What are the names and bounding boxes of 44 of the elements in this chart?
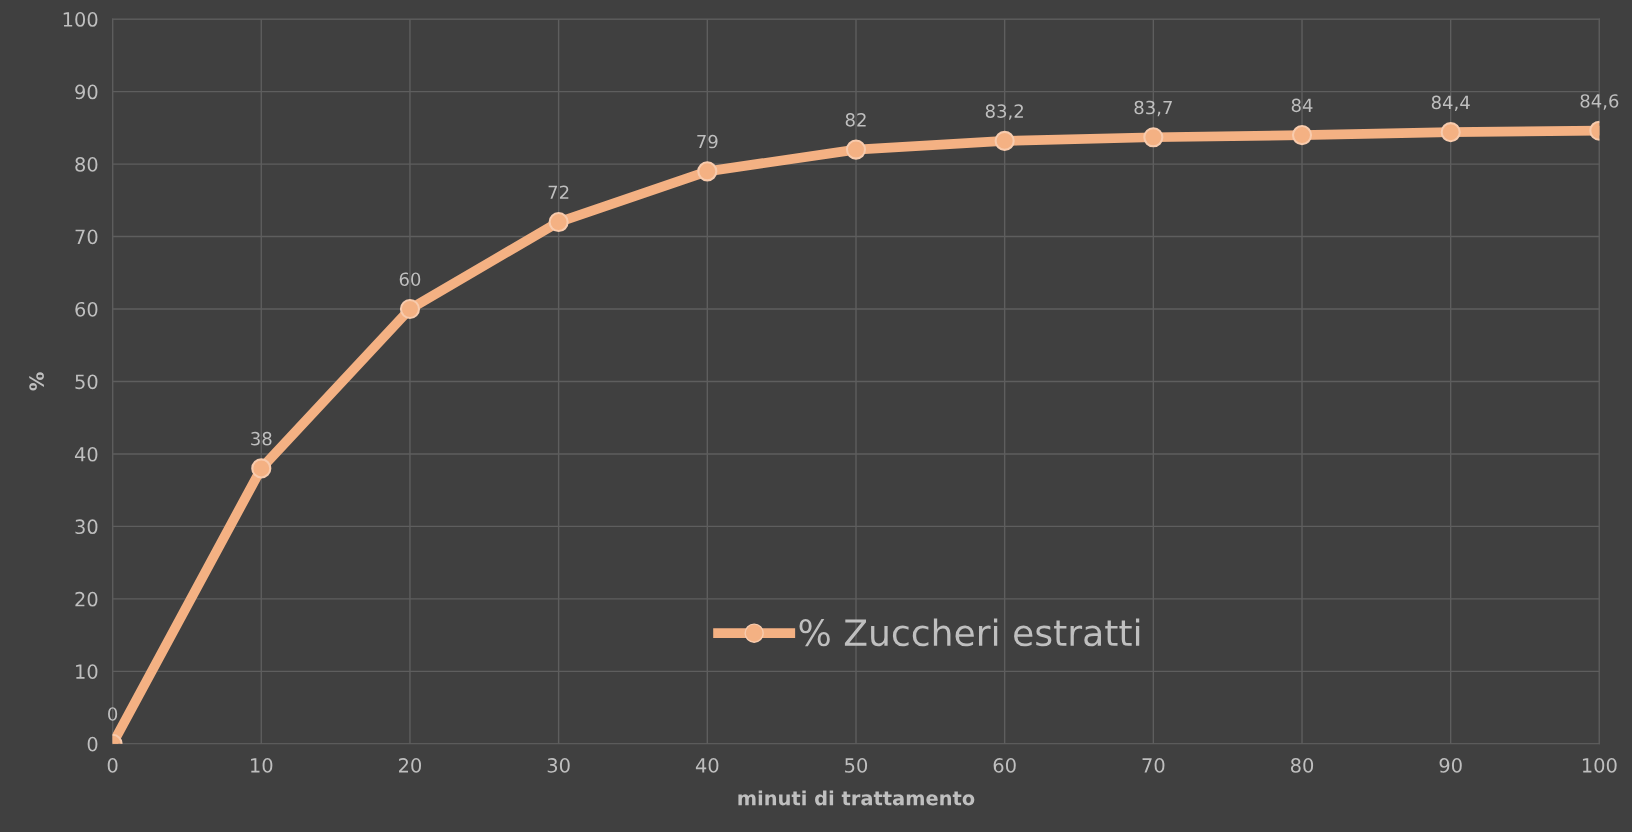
data-label: 38 [251, 431, 272, 446]
data-label: 0 [108, 707, 118, 721]
x-tick-label: 30 [547, 758, 570, 773]
legend-label: % Zuccheri estratti [799, 618, 1140, 647]
point [1440, 122, 1461, 143]
y-tick-label: 50 [75, 374, 98, 390]
data-label: 82 [845, 112, 866, 127]
y-tick-label: 20 [75, 591, 98, 607]
data-label: 72 [548, 185, 569, 199]
data-label: 79 [697, 134, 718, 149]
y-tick-label: 30 [75, 519, 98, 535]
y-tick-label: 70 [75, 229, 98, 245]
point [399, 298, 421, 320]
data-label: 83,7 [1134, 100, 1172, 117]
y-tick-label: 90 [75, 84, 98, 100]
point [845, 139, 867, 160]
y-tick-label: 80 [75, 157, 98, 172]
x-tick-label: 70 [1142, 758, 1165, 773]
point [697, 161, 718, 182]
y-tick-label: 40 [74, 446, 98, 462]
data-label: 60 [399, 272, 421, 287]
data-label: 83,2 [985, 104, 1023, 120]
y-axis-title: % [29, 372, 44, 391]
x-tick-label: 40 [695, 758, 719, 773]
point [1143, 127, 1164, 148]
x-tick-label: 90 [1439, 758, 1462, 773]
y-tick-label: 60 [75, 301, 98, 317]
x-tick-label: 50 [845, 758, 868, 773]
data-label: 84,4 [1431, 95, 1470, 112]
x-axis-title: minuti di trattamento [738, 790, 975, 806]
x-tick-label: 60 [993, 758, 1016, 773]
point [1291, 125, 1313, 146]
y-tick-label: 10 [76, 664, 98, 679]
x-tick-label: 20 [399, 758, 422, 773]
point [548, 211, 569, 233]
data-label: 84 [1291, 98, 1313, 113]
data-label: 84,6 [1580, 94, 1619, 110]
x-tick-label: 100 [1582, 758, 1617, 773]
point [994, 130, 1015, 151]
x-tick-label: 10 [251, 758, 273, 773]
y-tick-label: 100 [63, 12, 98, 27]
x-tick-label: 80 [1290, 758, 1314, 773]
y-tick-label: 0 [87, 736, 98, 752]
x-tick-label: 0 [107, 758, 118, 773]
